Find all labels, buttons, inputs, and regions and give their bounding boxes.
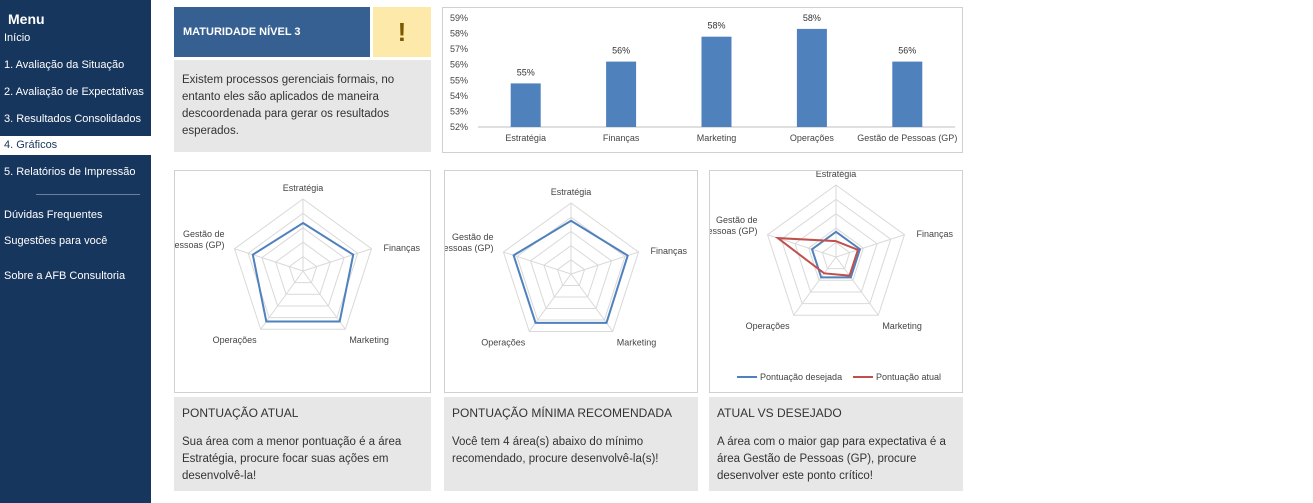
area-score-bar-chart: 52% 53% 54% 55% 56% 57% 58% 59% 55% Estratégia 56%… [442, 7, 963, 153]
y-tick-label: 59% [450, 13, 468, 23]
radar-grid-ring [247, 212, 359, 319]
radar-spoke [260, 270, 304, 330]
y-tick-label: 52% [450, 122, 468, 132]
radar-series-line [251, 221, 355, 323]
category-label: Marketing [697, 133, 737, 143]
radar-axis-label: Finanças [383, 243, 420, 253]
radar-axis-label: Marketing [617, 337, 657, 347]
radar-grid-ring [288, 255, 318, 284]
radar-grid-ring [780, 198, 892, 305]
radar-grid-ring [529, 230, 613, 309]
radar-axis-label: Estratégia [551, 187, 592, 197]
radar-axis-label: Estratégia [283, 183, 324, 193]
radar-grid-ring [556, 259, 586, 286]
panel-text: Sua área com a menor pontuação é a área … [182, 436, 402, 482]
category-label: Operações [790, 133, 835, 143]
bar [892, 61, 923, 127]
panel-title: PONTUAÇÃO ATUAL [182, 406, 299, 420]
radar-grid-ring [516, 216, 626, 321]
radar-spoke [302, 270, 346, 330]
y-tick-label: 55% [450, 75, 468, 85]
data-label: 56% [612, 46, 630, 56]
panel-minimum-recommended: PONTUAÇÃO MÍNIMA RECOMENDADA Você tem 4 … [444, 397, 698, 491]
radar-grid-ring [821, 241, 851, 270]
radar-grid-ring [766, 184, 906, 316]
y-tick-label: 54% [450, 91, 468, 101]
radar-axis-label: Marketing [349, 335, 389, 345]
y-tick-label: 53% [450, 106, 468, 116]
radar-spoke [302, 248, 372, 272]
data-label: 58% [707, 21, 725, 31]
radar-grid-ring [543, 244, 599, 298]
bar-chart-svg: 52% 53% 54% 55% 56% 57% 58% 59% 55% Estratégia 56%… [450, 13, 957, 143]
warning-icon: ! [373, 7, 431, 57]
data-label: 55% [517, 67, 535, 77]
radar-chart-comparison: Estratégia Finanças Marketing Operações Gest… [710, 171, 953, 382]
radar-grid-ring [808, 227, 864, 281]
panel-title: ATUAL VS DESEJADO [717, 406, 842, 420]
menu-item-avaliacao-expectativas[interactable]: 2. Avaliação de Expectativas [4, 86, 144, 98]
radar-spoke [835, 256, 879, 316]
radar-grid-ring [502, 202, 640, 332]
y-tick-label: 58% [450, 29, 468, 39]
y-tick-label: 56% [450, 60, 468, 70]
radar-spoke [234, 248, 304, 272]
radar-minimum-recommended: Estratégia Finanças Marketing Operações Gest… [444, 170, 698, 393]
bar [510, 83, 541, 127]
radar-spoke [835, 234, 905, 258]
panel-text: Você tem 4 área(s) abaixo do mínimo reco… [452, 436, 659, 465]
menu-item-sugestoes[interactable]: Sugestões para você [4, 235, 108, 247]
maturity-level-title: MATURIDADE NÍVEL 3 [174, 7, 370, 57]
panel-title: PONTUAÇÃO MÍNIMA RECOMENDADA [452, 406, 673, 420]
menu-item-relatorios-impressao[interactable]: 5. Relatórios de Impressão [4, 166, 136, 178]
category-label: Finanças [603, 133, 640, 143]
y-tick-label: 57% [450, 44, 468, 54]
menu-item-avaliacao-situacao[interactable]: 1. Avaliação da Situação [4, 59, 125, 71]
legend-label: Pontuação desejada [760, 372, 842, 382]
radar-axis-label: Operações [213, 335, 258, 345]
radar-axis-label: Finanças [651, 246, 688, 256]
radar-chart-current: Estratégia Finanças Marketing Operações Gest… [175, 183, 420, 345]
maturity-description: Existem processos gerenciais formais, no… [174, 60, 431, 152]
bar [796, 28, 827, 127]
panel-current-vs-desired: ATUAL VS DESEJADO A área com o maior gap… [709, 397, 963, 491]
menu-item-graficos[interactable]: 4. Gráficos [0, 136, 151, 155]
menu-item-resultados-consolidados[interactable]: 3. Resultados Consolidados [4, 113, 141, 125]
bar [701, 36, 732, 127]
radar-spoke [793, 256, 837, 316]
radar-axis-label: Estratégia [816, 171, 857, 179]
radar-grid-ring [275, 241, 331, 295]
menu-item-duvidas-frequentes[interactable]: Dúvidas Frequentes [4, 209, 103, 221]
radar-chart-minimum: Estratégia Finanças Marketing Operações Gest… [445, 187, 688, 347]
radar-axis-label: Finanças [916, 229, 953, 239]
panel-current-score: PONTUAÇÃO ATUAL Sua área com a menor pon… [174, 397, 431, 491]
radar-series-line [774, 236, 860, 277]
radar-axis-label: Operações [481, 337, 526, 347]
radar-current-score: Estratégia Finanças Marketing Operações Gest… [174, 170, 431, 393]
category-label: Gestão de Pessoas (GP) [857, 133, 957, 143]
legend-label: Pontuação atual [876, 372, 941, 382]
panel-text: A área com o maior gap para expectativa … [717, 436, 946, 482]
menu-item-inicio[interactable]: Início [4, 32, 31, 44]
radar-series-line [512, 219, 629, 324]
radar-grid-ring [261, 227, 345, 307]
data-label: 56% [898, 46, 916, 56]
bar [606, 61, 637, 127]
data-label: 58% [803, 13, 821, 23]
menu-title: Menu [8, 11, 45, 27]
menu-item-sobre[interactable]: Sobre a AFB Consultoria [4, 270, 126, 282]
radar-axis-label: Operações [746, 321, 791, 331]
sidebar-menu: Menu Início 1. Avaliação da Situação 2. … [0, 0, 151, 503]
radar-grid-ring [233, 198, 373, 330]
category-label: Estratégia [505, 133, 546, 143]
radar-series-line [810, 230, 862, 279]
menu-divider [36, 194, 140, 195]
radar-current-vs-desired: Estratégia Finanças Marketing Operações Gest… [709, 170, 963, 393]
radar-axis-label: Marketing [882, 321, 922, 331]
